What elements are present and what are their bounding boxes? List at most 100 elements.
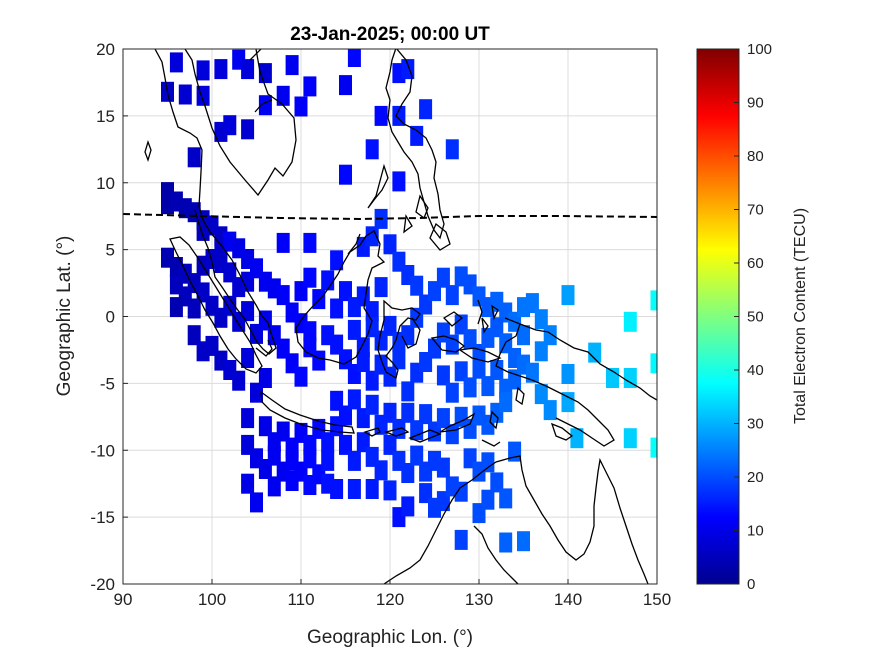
tec-cell <box>650 290 657 311</box>
tec-cell <box>392 349 406 370</box>
tec-cell <box>623 311 637 332</box>
tec-cell <box>321 450 335 471</box>
tec-cell <box>187 325 201 346</box>
tec-cell <box>330 479 344 499</box>
tec-cell <box>472 358 486 379</box>
x-tick-label: 140 <box>554 590 582 609</box>
colorbar-tick-label: 80 <box>747 148 764 165</box>
tec-cell <box>561 392 575 413</box>
tec-cell <box>534 384 548 405</box>
y-tick-label: -20 <box>90 575 115 594</box>
tec-cell <box>428 338 441 359</box>
tec-cell <box>303 76 317 97</box>
tec-cell <box>365 139 379 160</box>
y-tick-label: -15 <box>90 508 115 527</box>
colorbar-tick-label: 40 <box>747 362 764 379</box>
colorbar-tick-label: 50 <box>747 309 764 326</box>
tec-cell <box>312 289 326 310</box>
tec-cell <box>499 392 513 413</box>
tec-cell <box>517 531 530 552</box>
colorbar-tick-label: 90 <box>747 95 764 112</box>
x-axis-ticks: 90 100 110 120 130 140 150 <box>114 579 671 609</box>
tec-cell <box>410 420 424 441</box>
tec-cell <box>419 404 433 425</box>
tec-cell <box>410 275 424 296</box>
tec-cell <box>650 437 657 458</box>
tec-cell <box>258 368 272 388</box>
tec-cell <box>436 365 450 386</box>
tec-cell <box>276 85 290 106</box>
tec-cell <box>490 472 504 493</box>
tec-cell <box>419 99 433 120</box>
colorbar-tick-label: 20 <box>747 469 764 486</box>
tec-cell <box>392 105 406 126</box>
tec-cell <box>401 496 415 517</box>
tec-cell <box>401 381 415 402</box>
tec-cell <box>374 105 388 126</box>
tec-cell <box>525 293 539 314</box>
tec-cell <box>445 424 459 445</box>
tec-cell <box>303 475 317 495</box>
y-axis-label: Geographic Lat. (°) <box>54 236 75 397</box>
tec-cell <box>187 298 201 319</box>
tec-cell <box>588 342 602 363</box>
tec-cell <box>178 84 192 105</box>
tec-cell <box>276 285 290 306</box>
colorbar-tick-label: 10 <box>747 523 764 540</box>
tec-cell <box>490 360 504 380</box>
tec-cell <box>383 234 397 255</box>
tec-cell <box>258 95 272 116</box>
x-axis-label: Geographic Lon. (°) <box>307 627 473 648</box>
colorbar <box>696 48 740 585</box>
tec-cell <box>303 232 317 253</box>
tec-cell <box>445 382 459 403</box>
tec-cell <box>196 60 210 81</box>
tec-cell <box>454 361 468 382</box>
tec-cell <box>267 445 281 466</box>
tec-cell <box>232 370 246 391</box>
tec-cell <box>285 471 299 491</box>
tec-cell <box>436 457 450 478</box>
tec-cell <box>401 402 415 423</box>
tec-cell <box>339 405 352 426</box>
tec-cell <box>330 298 344 319</box>
tec-cell <box>383 315 397 336</box>
tec-cell <box>169 52 183 73</box>
tec-cell <box>383 480 397 501</box>
colorbar-tick-label: 30 <box>747 416 764 433</box>
x-tick-label: 110 <box>287 590 314 609</box>
tec-cell <box>223 115 237 136</box>
y-tick-label: -5 <box>100 374 115 393</box>
tec-cell <box>517 325 530 346</box>
tec-cell <box>543 325 557 346</box>
tec-cell <box>401 325 415 346</box>
tec-cell <box>436 267 450 288</box>
x-tick-label: 150 <box>643 590 671 609</box>
tec-cell <box>241 119 255 140</box>
y-tick-label: 0 <box>106 308 115 327</box>
tec-cell <box>241 408 255 429</box>
tec-cell <box>187 147 201 168</box>
tec-cell <box>339 434 352 455</box>
tec-cell <box>481 452 495 473</box>
tec-cell <box>347 49 361 67</box>
y-tick-label: 15 <box>96 107 115 126</box>
y-tick-label: 20 <box>96 40 115 59</box>
y-tick-label: 10 <box>96 174 115 193</box>
tec-cell <box>401 463 415 483</box>
tec-cell <box>347 389 361 410</box>
tec-cell <box>534 341 548 362</box>
y-axis-ticks: 20 15 10 5 0 -5 -10 -15 -20 <box>90 40 128 594</box>
tec-cell <box>241 301 255 322</box>
tec-cell <box>499 488 513 509</box>
tec-cell <box>481 489 495 510</box>
tec-cell <box>454 529 468 550</box>
tec-cell <box>303 321 317 342</box>
tec-cell <box>650 353 657 374</box>
tec-cell <box>374 277 388 298</box>
tec-cell <box>356 352 370 372</box>
tec-cell <box>543 400 557 421</box>
tec-cell <box>623 368 637 388</box>
